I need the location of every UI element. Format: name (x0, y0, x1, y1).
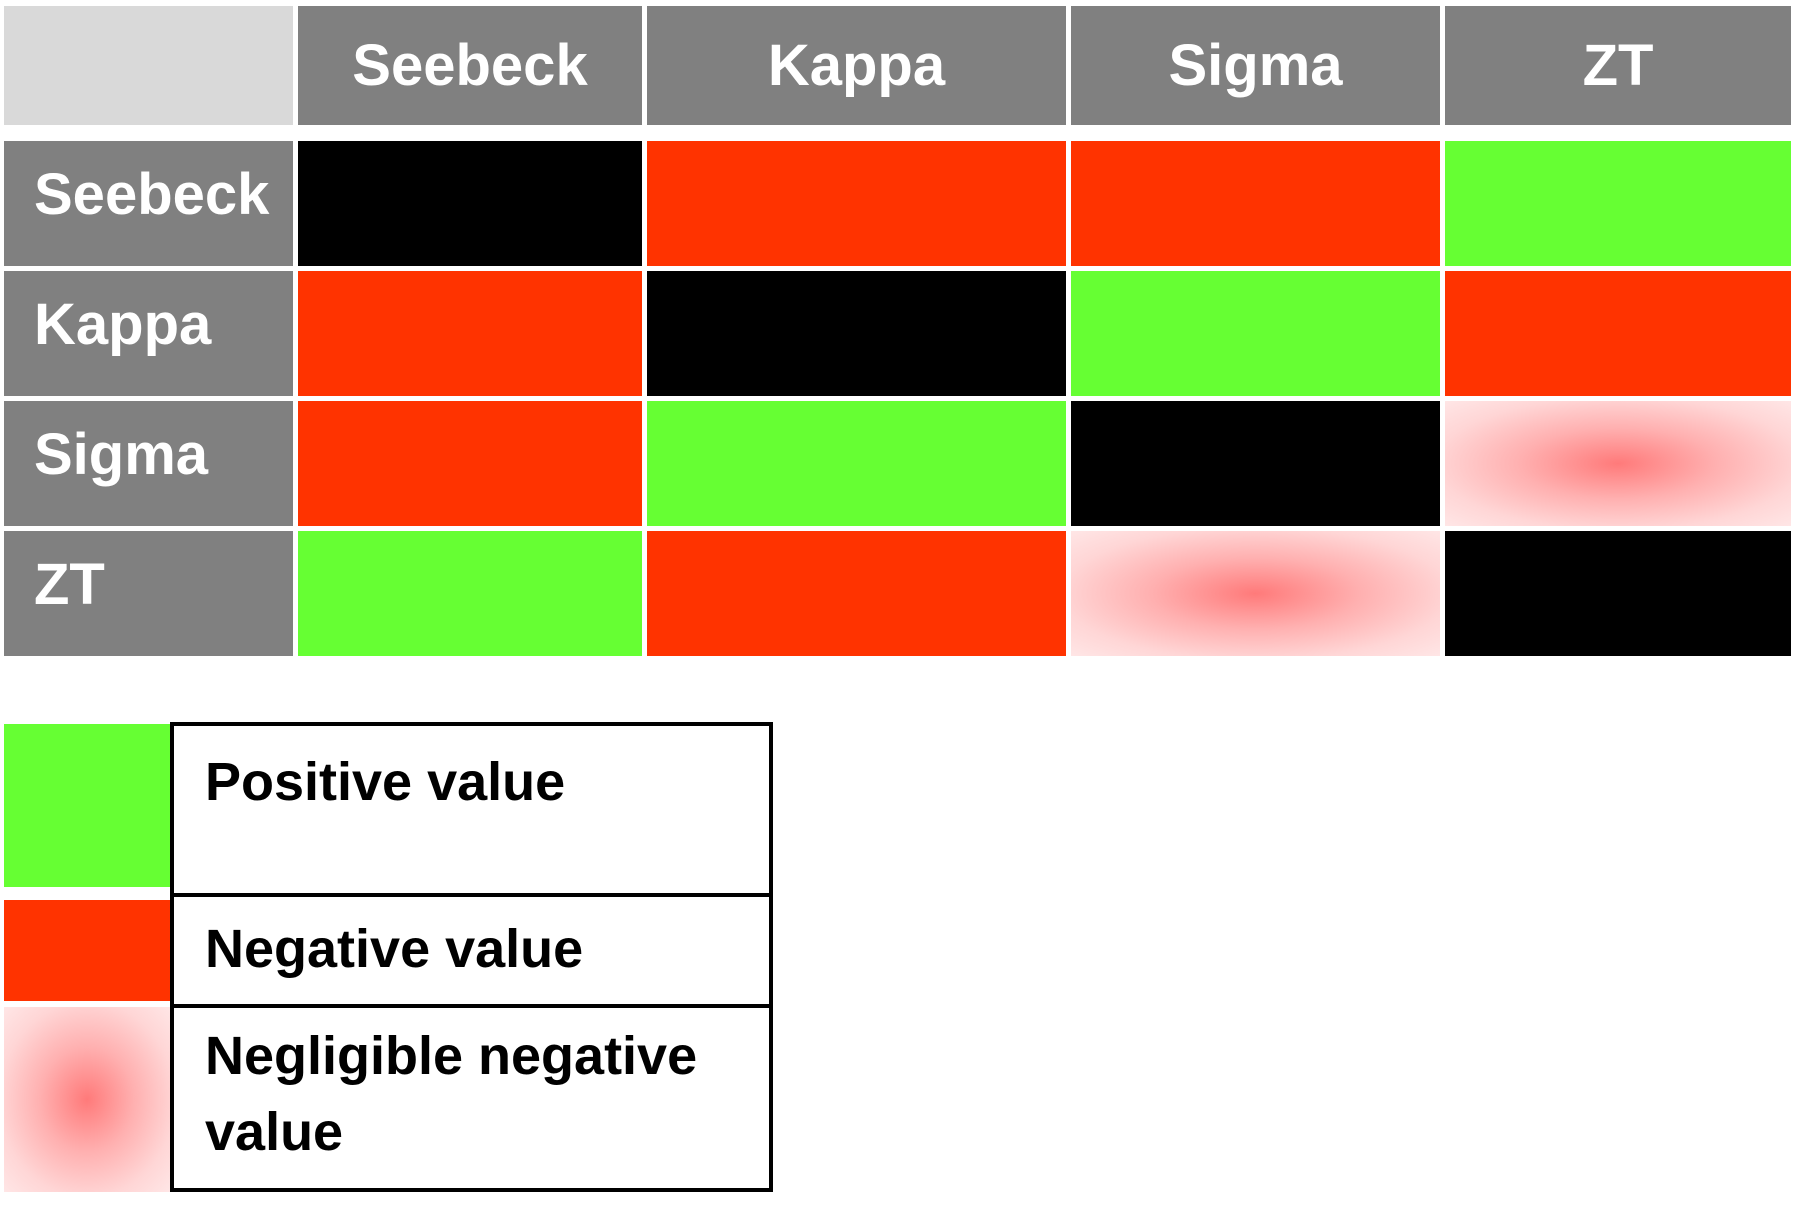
heatmap-cell (298, 531, 642, 656)
header-row: Seebeck Kappa Sigma ZT (4, 6, 1791, 125)
heatmap-cell (1445, 271, 1791, 396)
heatmap-cell (647, 401, 1066, 526)
heatmap-cell (298, 271, 642, 396)
legend-swatch-negligible (4, 1007, 170, 1192)
matrix-row: ZT (4, 531, 1791, 656)
heatmap-cell (1071, 401, 1440, 526)
column-header: Seebeck (298, 6, 642, 125)
matrix-corner (4, 6, 293, 125)
row-header: Kappa (4, 271, 293, 396)
legend-swatch-positive (4, 724, 170, 887)
row-header: Seebeck (4, 141, 293, 266)
heatmap-cell (1445, 401, 1791, 526)
heatmap-cell (1445, 141, 1791, 266)
column-header: Sigma (1071, 6, 1440, 125)
heatmap-cell (1071, 141, 1440, 266)
heatmap-cell (647, 271, 1066, 396)
heatmap-cell (647, 531, 1066, 656)
legend-label: Negligible negative value (170, 1004, 773, 1192)
correlation-matrix: Seebeck Kappa Sigma ZT Seebeck Kappa Sig… (0, 1, 1796, 661)
legend: Positive value Negative value Negligible… (4, 722, 773, 1192)
matrix-row: Kappa (4, 271, 1791, 396)
heatmap-cell (1071, 531, 1440, 656)
row-header: Sigma (4, 401, 293, 526)
heatmap-cell (1445, 531, 1791, 656)
row-header: ZT (4, 531, 293, 656)
heatmap-cell (1071, 271, 1440, 396)
heatmap-cell (647, 141, 1066, 266)
matrix-row: Sigma (4, 401, 1791, 526)
column-header: ZT (1445, 6, 1791, 125)
heatmap-cell (298, 141, 642, 266)
matrix-row: Seebeck (4, 141, 1791, 266)
legend-swatch-negative (4, 900, 170, 1001)
column-header: Kappa (647, 6, 1066, 125)
legend-item-negligible: Negligible negative value (4, 1004, 773, 1192)
legend-item-positive: Positive value (4, 722, 773, 893)
heatmap-cell (298, 401, 642, 526)
legend-item-negative: Negative value (4, 893, 773, 1004)
legend-label: Positive value (170, 722, 773, 893)
legend-label: Negative value (170, 893, 773, 1004)
